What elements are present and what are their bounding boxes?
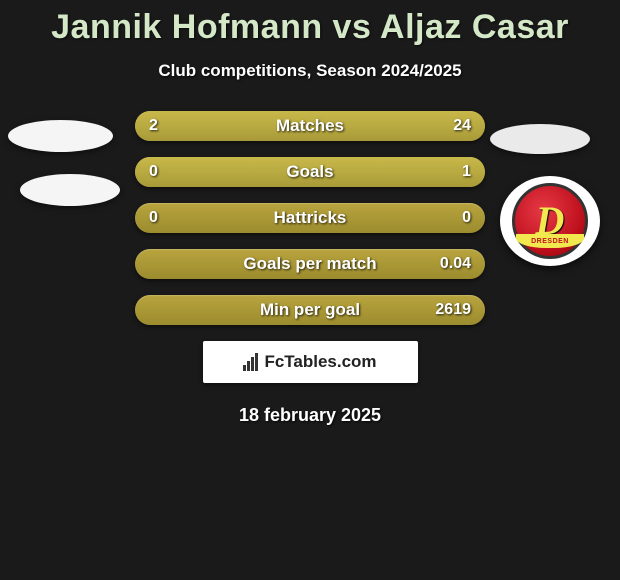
subtitle: Club competitions, Season 2024/2025 — [0, 61, 620, 81]
bar-label: Goals per match — [243, 254, 376, 274]
bar-value-right: 0 — [462, 209, 471, 227]
stat-bar-row: 2 24 Matches — [135, 111, 485, 141]
branding-badge: FcTables.com — [203, 341, 418, 383]
branding-bars-icon — [243, 353, 258, 371]
bar-value-left: 0 — [149, 209, 158, 227]
stats-bars: 2 24 Matches 0 1 Goals 0 0 Hattricks 0.04 Goals pe… — [0, 111, 620, 325]
bar-value-right: 1 — [462, 163, 471, 181]
page-title: Jannik Hofmann vs Aljaz Casar — [0, 0, 620, 47]
bar-label: Matches — [276, 116, 344, 136]
branding-text: FcTables.com — [264, 352, 376, 372]
stat-bar-row: 0 1 Goals — [135, 157, 485, 187]
bar-value-right: 0.04 — [440, 255, 471, 273]
stat-bar-row: 0.04 Goals per match — [135, 249, 485, 279]
stat-bar-row: 2619 Min per goal — [135, 295, 485, 325]
bar-value-right: 24 — [453, 117, 471, 135]
date-label: 18 february 2025 — [0, 405, 620, 426]
bar-label: Min per goal — [260, 300, 360, 320]
stat-bar-row: 0 0 Hattricks — [135, 203, 485, 233]
bar-value-left: 0 — [149, 163, 158, 181]
bar-value-left: 2 — [149, 117, 158, 135]
bar-label: Hattricks — [274, 208, 347, 228]
bar-label: Goals — [286, 162, 333, 182]
bar-value-right: 2619 — [435, 301, 471, 319]
